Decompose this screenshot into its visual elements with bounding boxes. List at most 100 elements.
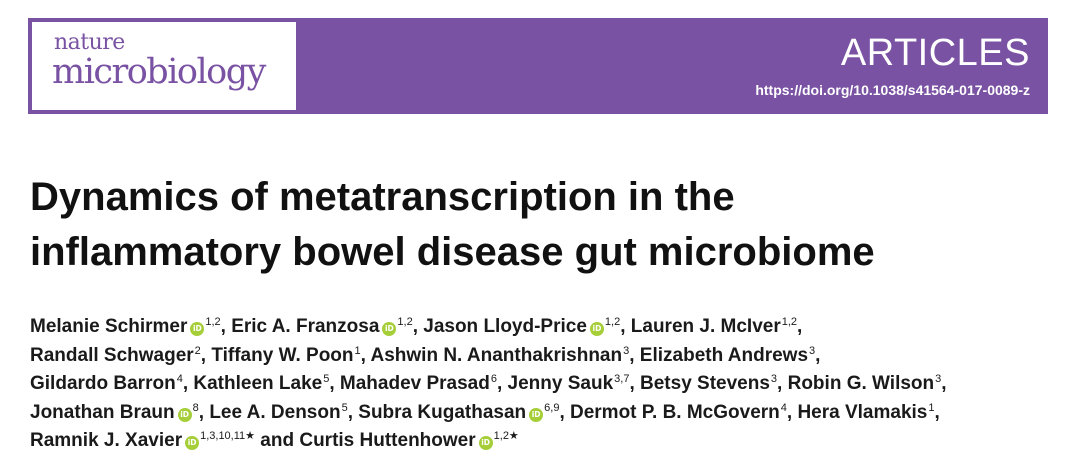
author-entry: Subra Kugathasan iD6,9, — [358, 402, 570, 423]
author-entry: Gildardo Barron4, — [30, 373, 193, 394]
journal-name-line2: microbiology — [52, 52, 266, 92]
author-entry: Tiffany W. Poon1, — [211, 345, 370, 366]
author-name[interactable]: Lauren J. McIver — [630, 316, 781, 337]
author-separator: , — [941, 373, 947, 394]
affiliation-marker[interactable]: 3 — [809, 344, 816, 357]
author-name[interactable]: Mahadev Prasad — [339, 373, 490, 394]
affiliation-marker[interactable]: 6,9 — [544, 401, 560, 414]
author-name[interactable]: Jason Lloyd-Price — [423, 316, 587, 337]
author-name[interactable]: Ramnik J. Xavier — [30, 430, 183, 451]
orcid-icon[interactable]: iD — [589, 322, 604, 336]
author-separator: , — [786, 401, 798, 423]
orcid-icon[interactable]: iD — [529, 407, 544, 422]
affiliation-marker[interactable]: 2 — [194, 344, 201, 357]
affiliation-marker[interactable]: 3,7 — [614, 373, 630, 385]
author-separator: , — [220, 316, 232, 337]
author-separator: , — [934, 401, 940, 423]
affiliation-marker[interactable]: 3 — [935, 373, 942, 385]
author-separator: , — [360, 344, 371, 366]
author-separator: and — [255, 430, 300, 451]
author-name[interactable]: Kathleen Lake — [193, 373, 323, 394]
author-name[interactable]: Eric A. Franzosa — [231, 316, 380, 337]
section-label: ARTICLES — [840, 32, 1030, 74]
author-entry: Curtis Huttenhower iD1,2★ — [299, 430, 518, 451]
affiliation-marker[interactable]: 1,2★ — [493, 430, 519, 442]
author-entry: Hera Vlamakis1, — [797, 402, 939, 423]
author-separator: , — [329, 373, 340, 394]
affiliation-marker[interactable]: 5 — [323, 373, 330, 385]
article-title: Dynamics of metatranscription in the inf… — [30, 170, 1030, 280]
author-entry: Mahadev Prasad6, — [340, 373, 508, 394]
author-entry: Kathleen Lake5, — [193, 373, 340, 394]
affiliation-marker[interactable]: 4 — [176, 373, 183, 385]
author-name[interactable]: Tiffany W. Poon — [211, 344, 354, 366]
author-name[interactable]: Robin G. Wilson — [787, 373, 935, 394]
affiliation-marker[interactable]: 1,2 — [781, 316, 798, 328]
orcid-icon[interactable]: iD — [382, 322, 397, 336]
orcid-icon[interactable]: iD — [185, 436, 200, 450]
author-entry: Jenny Sauk3,7, — [508, 373, 640, 394]
affiliation-marker[interactable]: 6 — [490, 373, 497, 385]
author-name[interactable]: Subra Kugathasan — [358, 401, 527, 423]
author-name[interactable]: Randall Schwager — [30, 344, 194, 366]
author-separator: , — [559, 401, 570, 423]
author-entry: Elizabeth Andrews3, — [640, 345, 821, 366]
affiliation-marker[interactable]: 1 — [928, 401, 935, 414]
author-entry: Randall Schwager2, — [30, 345, 211, 366]
author-separator: , — [629, 344, 640, 366]
title-line-2: inflammatory bowel disease gut microbiom… — [30, 230, 875, 274]
affiliation-marker[interactable]: 1,2 — [604, 316, 621, 328]
author-entry: Jason Lloyd-Price iD1,2, — [423, 316, 631, 337]
author-separator: , — [412, 316, 424, 337]
affiliation-marker[interactable]: 1,2 — [397, 316, 413, 328]
author-separator: , — [347, 401, 359, 423]
author-list: Melanie Schirmer iD1,2, Eric A. Franzosa i… — [30, 313, 1060, 456]
affiliation-marker[interactable]: 3 — [623, 344, 630, 357]
affiliation-marker[interactable]: 1,2 — [205, 316, 221, 328]
journal-name-line1: nature — [54, 30, 125, 55]
author-separator: , — [198, 401, 210, 423]
title-line-1: Dynamics of metatranscription in the — [30, 175, 735, 219]
author-separator: , — [620, 316, 631, 337]
affiliation-marker[interactable]: 3 — [770, 373, 778, 385]
author-name[interactable]: Lee A. Denson — [209, 401, 341, 423]
affiliation-marker[interactable]: 5 — [341, 401, 348, 414]
journal-banner: nature microbiology ARTICLES https://doi… — [28, 18, 1048, 114]
orcid-icon[interactable]: iD — [177, 407, 192, 422]
author-entry: Dermot P. B. McGovern4, — [570, 402, 797, 423]
author-separator: , — [797, 316, 803, 337]
author-entry: Jonathan Braun iD8, — [30, 402, 209, 423]
doi-link[interactable]: https://doi.org/10.1038/s41564-017-0089-… — [755, 82, 1030, 98]
author-entry: Melanie Schirmer iD1,2, — [30, 316, 231, 337]
author-entry: Ramnik J. Xavier iD1,3,10,11★ and — [30, 430, 299, 451]
affiliation-marker[interactable]: 1 — [354, 344, 361, 357]
author-name[interactable]: Gildardo Barron — [30, 373, 176, 394]
affiliation-marker[interactable]: 4 — [780, 401, 787, 414]
author-entry: Eric A. Franzosa iD1,2, — [231, 316, 423, 337]
author-name[interactable]: Elizabeth Andrews — [639, 344, 809, 366]
author-separator: , — [815, 344, 821, 366]
author-separator: , — [777, 373, 788, 394]
author-separator: , — [496, 373, 508, 394]
author-name[interactable]: Dermot P. B. McGovern — [570, 401, 780, 423]
orcid-icon[interactable]: iD — [190, 322, 205, 336]
author-name[interactable]: Curtis Huttenhower — [299, 430, 476, 451]
affiliation-marker[interactable]: 1,3,10,11★ — [200, 430, 256, 442]
author-name[interactable]: Jenny Sauk — [507, 373, 614, 394]
orcid-icon[interactable]: iD — [478, 436, 493, 450]
author-entry: Betsy Stevens3, — [640, 373, 788, 394]
author-entry: Ashwin N. Ananthakrishnan3, — [371, 345, 640, 366]
affiliation-marker[interactable]: 8 — [192, 401, 199, 414]
author-entry: Lauren J. McIver1,2, — [631, 316, 803, 337]
author-entry: Lee A. Denson5, — [209, 402, 358, 423]
author-separator: , — [629, 373, 641, 394]
author-separator: , — [200, 344, 212, 366]
author-name[interactable]: Melanie Schirmer — [30, 316, 188, 337]
author-separator: , — [182, 373, 194, 394]
author-name[interactable]: Ashwin N. Ananthakrishnan — [370, 344, 623, 366]
author-name[interactable]: Hera Vlamakis — [797, 401, 928, 423]
journal-logo[interactable]: nature microbiology — [32, 22, 296, 110]
author-name[interactable]: Jonathan Braun — [30, 401, 175, 423]
author-name[interactable]: Betsy Stevens — [640, 373, 770, 394]
author-entry: Robin G. Wilson3, — [788, 373, 947, 394]
